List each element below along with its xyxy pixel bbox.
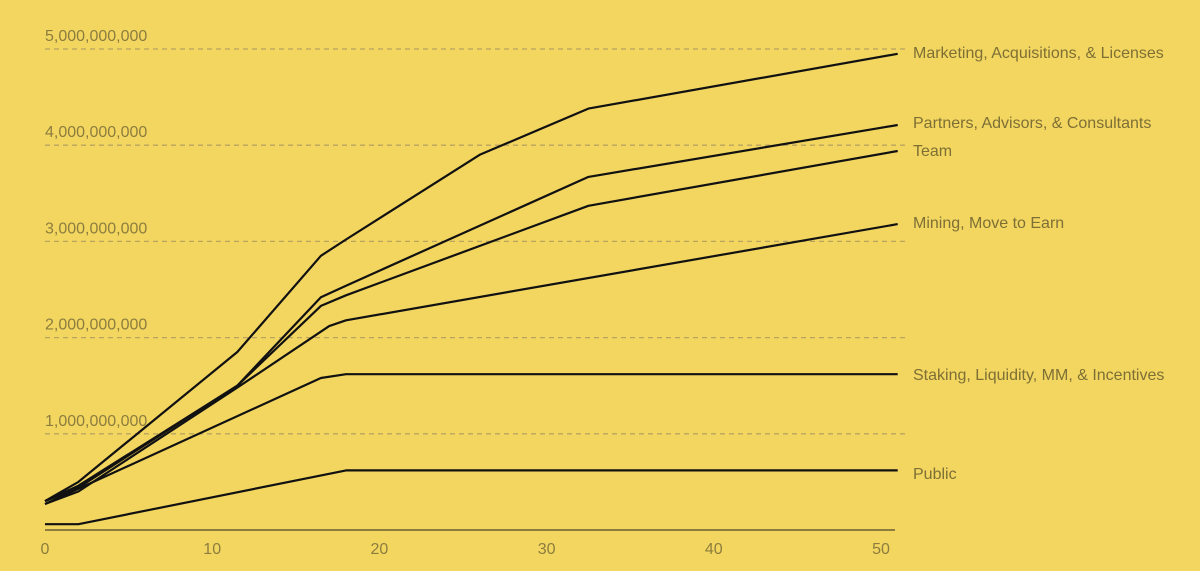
y-tick-label: 4,000,000,000 — [45, 124, 147, 141]
series-label: Team — [913, 143, 952, 160]
x-tick-label: 50 — [872, 541, 890, 558]
x-tick-label: 40 — [705, 541, 723, 558]
series-line — [45, 469, 898, 526]
series-label: Public — [913, 466, 957, 483]
y-tick-label: 1,000,000,000 — [45, 413, 147, 430]
series-line — [44, 149, 898, 503]
x-tick-label: 10 — [203, 541, 221, 558]
series-label: Marketing, Acquisitions, & Licenses — [913, 45, 1164, 62]
series-label: Mining, Move to Earn — [913, 215, 1064, 232]
x-tick-label: 0 — [41, 541, 50, 558]
y-tick-label: 5,000,000,000 — [45, 28, 147, 45]
series-label: Partners, Advisors, & Consultants — [913, 115, 1151, 132]
y-tick-label: 3,000,000,000 — [45, 220, 147, 237]
series-line — [44, 123, 898, 503]
series-line — [44, 223, 898, 506]
x-tick-label: 30 — [538, 541, 556, 558]
y-tick-label: 2,000,000,000 — [45, 317, 147, 334]
series-line — [44, 52, 898, 503]
x-tick-label: 20 — [371, 541, 389, 558]
series-line — [44, 373, 898, 506]
series-label: Staking, Liquidity, MM, & Incentives — [913, 367, 1164, 384]
